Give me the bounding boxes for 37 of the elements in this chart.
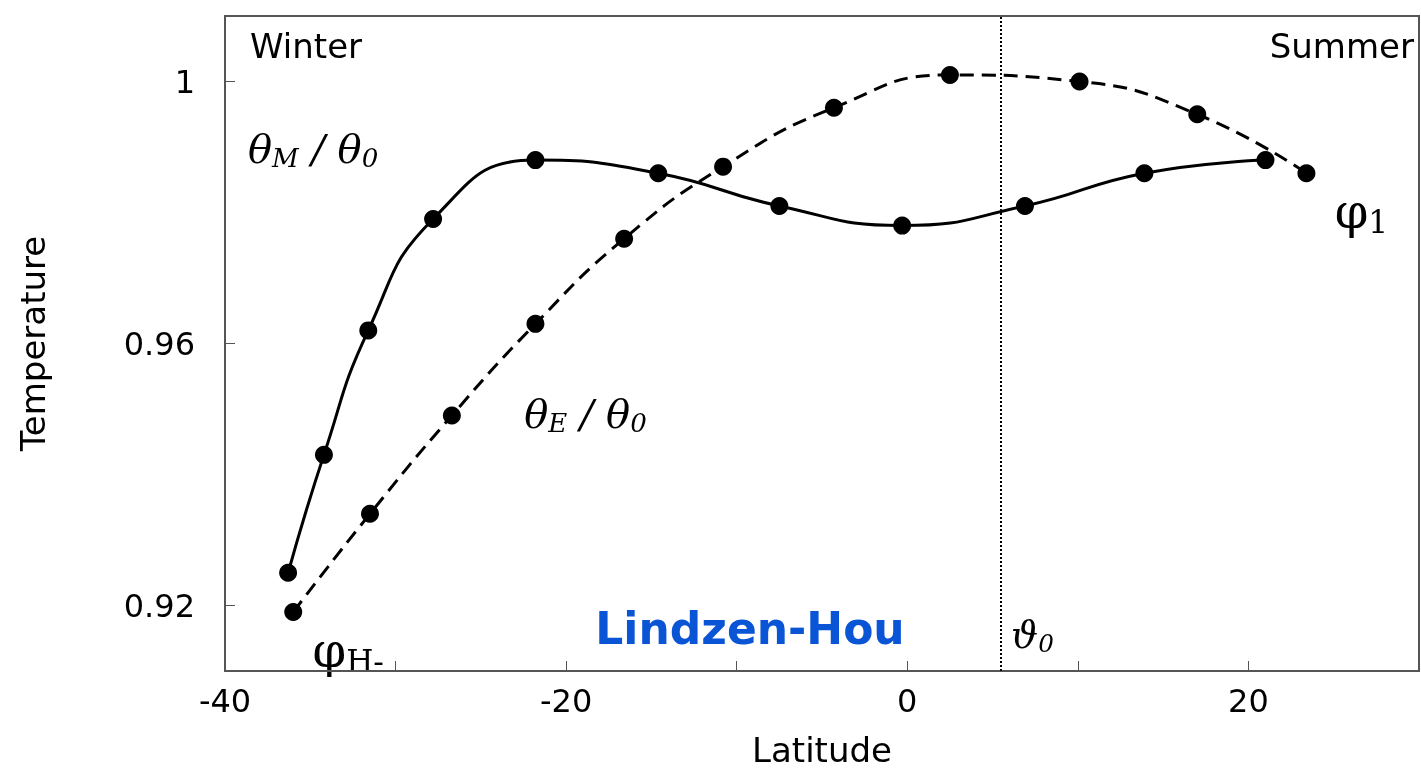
point xyxy=(893,216,912,235)
point xyxy=(1297,164,1316,183)
annotation: Winter xyxy=(250,26,363,66)
y-axis-title: Temperature xyxy=(13,235,53,453)
y-tick-label: 0.92 xyxy=(123,586,195,625)
point xyxy=(359,321,378,340)
annotation: Summer xyxy=(1269,26,1415,66)
point xyxy=(424,210,443,229)
point xyxy=(1016,196,1034,215)
point xyxy=(1256,151,1275,170)
y-tick-label: 0.96 xyxy=(123,324,195,363)
point xyxy=(615,229,634,248)
point xyxy=(940,65,959,84)
point xyxy=(649,164,668,183)
series-label: θE / θ0 xyxy=(524,390,647,438)
x-tick-label: -20 xyxy=(540,682,593,720)
point xyxy=(1070,72,1089,91)
point xyxy=(1188,105,1207,124)
y-tick-label: 1 xyxy=(174,62,195,101)
x-axis-title: Latitude xyxy=(752,730,892,770)
point xyxy=(770,196,789,215)
annotation: Lindzen-Hou xyxy=(595,602,905,654)
x-tick-label: 0 xyxy=(897,682,918,720)
point xyxy=(824,98,843,117)
point xyxy=(526,151,545,170)
point xyxy=(1135,164,1154,183)
point xyxy=(279,563,298,582)
point xyxy=(361,504,379,523)
x-tick-label: -40 xyxy=(198,682,252,720)
annotation: φ1 xyxy=(1334,183,1389,240)
point xyxy=(314,445,333,464)
point xyxy=(284,603,303,622)
series-label: θM / θ0 xyxy=(247,126,379,174)
point xyxy=(714,157,733,176)
x-tick-label: 20 xyxy=(1228,682,1269,720)
point xyxy=(442,406,461,425)
point xyxy=(526,314,545,333)
